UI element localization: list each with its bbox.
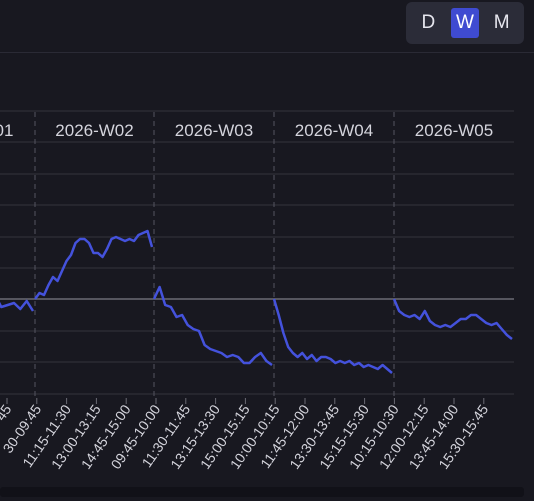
series-line-segment <box>272 298 393 374</box>
week-label: 2026-W05 <box>415 121 493 140</box>
series-line-segment <box>0 299 35 312</box>
granularity-week-button[interactable]: W <box>450 8 480 38</box>
toolbar: D W M <box>0 0 534 53</box>
week-label: 2026-W02 <box>55 121 133 140</box>
week-label: 01 <box>0 121 13 140</box>
granularity-toggle: D W M <box>406 2 524 44</box>
series-line-segment <box>152 285 273 367</box>
week-label: 2026-W04 <box>295 121 373 140</box>
week-label: 2026-W03 <box>175 121 253 140</box>
granularity-day-button[interactable]: D <box>421 12 436 33</box>
series-line-segment <box>392 298 513 340</box>
series-line-segment <box>34 229 154 300</box>
horizontal-scrollbar[interactable] <box>0 487 524 497</box>
x-tick-label: 45 <box>0 401 15 423</box>
granularity-month-button[interactable]: M <box>493 12 510 33</box>
